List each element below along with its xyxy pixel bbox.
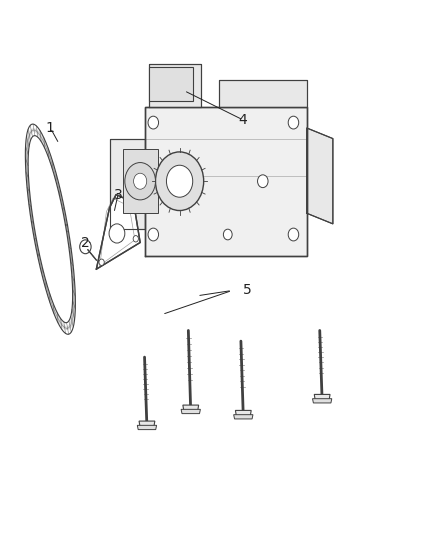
Polygon shape	[181, 409, 201, 414]
Polygon shape	[312, 399, 332, 403]
Polygon shape	[139, 421, 155, 426]
Polygon shape	[307, 128, 333, 224]
Polygon shape	[145, 107, 307, 256]
Circle shape	[148, 116, 159, 129]
Circle shape	[288, 228, 299, 241]
Polygon shape	[149, 67, 193, 101]
Polygon shape	[110, 139, 145, 229]
Circle shape	[134, 173, 147, 189]
Circle shape	[288, 116, 299, 129]
Text: 1: 1	[46, 121, 55, 135]
Circle shape	[80, 240, 91, 254]
Text: 4: 4	[239, 113, 247, 127]
Circle shape	[148, 228, 159, 241]
Polygon shape	[123, 149, 158, 213]
Polygon shape	[149, 64, 201, 107]
Circle shape	[99, 259, 104, 265]
Text: 3: 3	[114, 188, 123, 201]
Polygon shape	[234, 415, 253, 419]
Circle shape	[166, 165, 193, 197]
Text: 5: 5	[243, 284, 252, 297]
Circle shape	[223, 229, 232, 240]
Polygon shape	[219, 80, 307, 107]
Polygon shape	[183, 405, 199, 410]
Circle shape	[109, 224, 125, 243]
Circle shape	[125, 163, 155, 200]
Polygon shape	[236, 410, 251, 416]
Polygon shape	[96, 195, 140, 269]
Circle shape	[155, 152, 204, 211]
Circle shape	[133, 236, 138, 242]
Circle shape	[258, 175, 268, 188]
Text: 2: 2	[81, 236, 90, 249]
Polygon shape	[314, 394, 330, 400]
Polygon shape	[137, 425, 157, 430]
